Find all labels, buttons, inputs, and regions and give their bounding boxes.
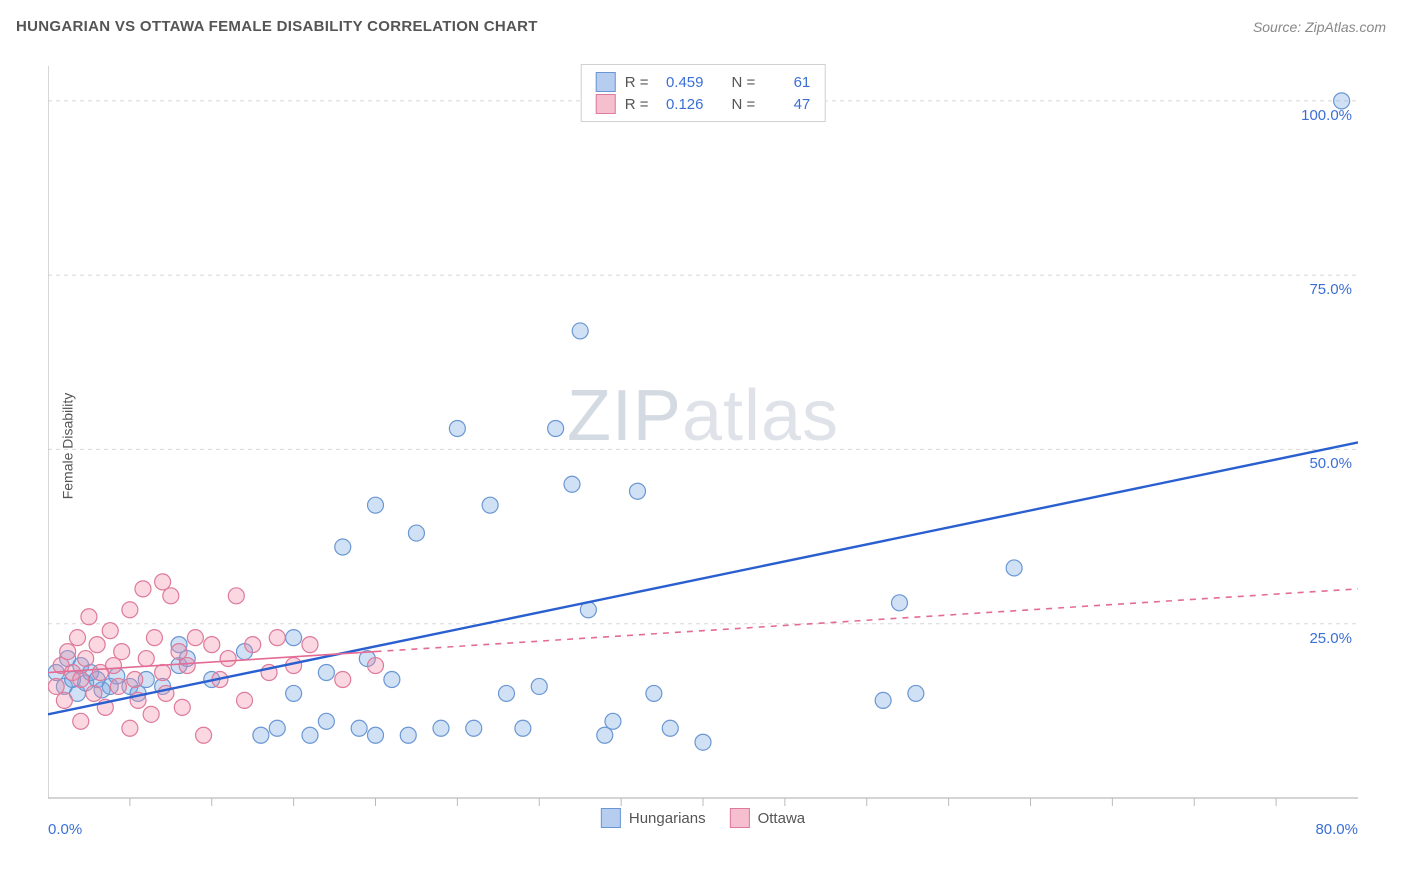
n-label: N = <box>732 96 756 113</box>
legend-series: Hungarians Ottawa <box>601 808 805 828</box>
y-axis-tick-label: 100.0% <box>1301 107 1352 124</box>
x-axis-max-label: 80.0% <box>1315 821 1358 838</box>
swatch-ottawa <box>730 808 750 828</box>
page-title: HUNGARIAN VS OTTAWA FEMALE DISABILITY CO… <box>16 18 538 35</box>
legend-label-hungarians: Hungarians <box>629 810 706 827</box>
scatter-plot <box>48 58 1358 836</box>
legend-stats-row-ottawa: R = 0.126 N = 47 <box>596 93 811 115</box>
x-axis-min-label: 0.0% <box>48 821 82 838</box>
header: HUNGARIAN VS OTTAWA FEMALE DISABILITY CO… <box>16 18 1386 35</box>
legend-item-ottawa: Ottawa <box>730 808 806 828</box>
swatch-ottawa <box>596 94 616 114</box>
r-label: R = <box>625 74 649 91</box>
y-axis-tick-label: 75.0% <box>1309 281 1352 298</box>
y-axis-tick-label: 50.0% <box>1309 455 1352 472</box>
source-label: Source: ZipAtlas.com <box>1253 19 1386 35</box>
n-value-ottawa: 47 <box>764 96 810 113</box>
y-axis-tick-label: 25.0% <box>1309 630 1352 647</box>
n-label: N = <box>732 74 756 91</box>
r-value-hungarians: 0.459 <box>658 74 704 91</box>
legend-stats: R = 0.459 N = 61 R = 0.126 N = 47 <box>581 64 826 122</box>
n-value-hungarians: 61 <box>764 74 810 91</box>
swatch-hungarians <box>596 72 616 92</box>
r-value-ottawa: 0.126 <box>658 96 704 113</box>
chart-area: ZIPatlas R = 0.459 N = 61 R = 0.126 N = … <box>48 58 1358 836</box>
legend-item-hungarians: Hungarians <box>601 808 706 828</box>
swatch-hungarians <box>601 808 621 828</box>
legend-label-ottawa: Ottawa <box>758 810 806 827</box>
r-label: R = <box>625 96 649 113</box>
legend-stats-row-hungarians: R = 0.459 N = 61 <box>596 71 811 93</box>
